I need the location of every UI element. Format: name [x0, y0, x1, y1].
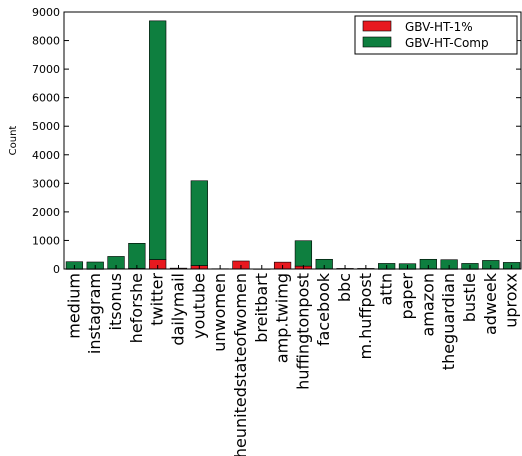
x-tick-label-medium: medium [64, 273, 83, 339]
x-tick-label-itsonus: itsonus [106, 273, 125, 330]
x-tick-label-unwomen: unwomen [210, 273, 229, 352]
y-tick-label: 3000 [32, 177, 60, 190]
bar-heforshe-gbv-ht-comp [128, 243, 146, 269]
y-tick-label: 5000 [32, 120, 60, 133]
x-tick-label-uproxx: uproxx [502, 273, 521, 328]
y-tick-label: 9000 [32, 6, 60, 19]
legend-entry: GBV-HT-Comp [405, 36, 489, 50]
x-tick-label-theunitedstateofwomen: theunitedstateofwomen [231, 273, 250, 456]
x-tick-label-m.huffpost: m.huffpost [356, 273, 375, 360]
bars [65, 20, 521, 270]
y-tick-label: 2000 [32, 206, 60, 219]
legend-entry: GBV-HT-1% [405, 20, 473, 34]
x-tick-label-paper: paper [398, 273, 417, 320]
x-tick-label-youtube: youtube [189, 273, 208, 339]
x-axis-labels: medium instagram itsonus heforshe twitter dai… [64, 265, 521, 456]
x-tick-label-instagram: instagram [85, 273, 104, 354]
legend-swatch [362, 20, 392, 32]
x-tick-label-heforshe: heforshe [127, 273, 146, 343]
bar-huffingtonpost-gbv-ht-comp [294, 240, 313, 267]
y-tick-label: 7000 [32, 63, 60, 76]
bar-twitter-gbv-ht-comp [149, 20, 167, 260]
x-tick-label-attn: attn [377, 273, 396, 306]
x-tick-label-twitter: twitter [148, 273, 167, 326]
y-tick-label: 6000 [32, 92, 60, 105]
x-tick-label-adweek: adweek [481, 272, 500, 335]
y-tick-label: 0 [53, 263, 60, 276]
bar-youtube-gbv-ht-comp [190, 180, 208, 266]
y-tick-label: 8000 [32, 35, 60, 48]
x-tick-label-amp.twimg: amp.twimg [273, 273, 292, 363]
x-tick-label-dailymail: dailymail [169, 273, 188, 346]
legend-swatch [362, 36, 392, 48]
x-tick-label-breitbart: breitbart [252, 273, 271, 343]
x-tick-label-bbc: bbc [335, 273, 354, 302]
x-tick-label-huffingtonpost: huffingtonpost [293, 273, 312, 390]
x-tick-label-facebook: facebook [314, 272, 333, 346]
x-tick-label-amazon: amazon [418, 273, 437, 337]
y-axis-title: Count [8, 126, 19, 156]
plot-frame [63, 11, 522, 270]
x-tick-label-theguardian: theguardian [439, 273, 458, 370]
y-axis: 0 1000 2000 3000 4000 5000 6000 7000 8000 9000 [32, 6, 521, 276]
y-tick-label: 4000 [32, 149, 60, 162]
x-tick-label-bustle: bustle [460, 273, 479, 322]
legend: GBV-HT-1% GBV-HT-Comp [354, 15, 518, 55]
y-tick-label: 1000 [32, 234, 60, 247]
